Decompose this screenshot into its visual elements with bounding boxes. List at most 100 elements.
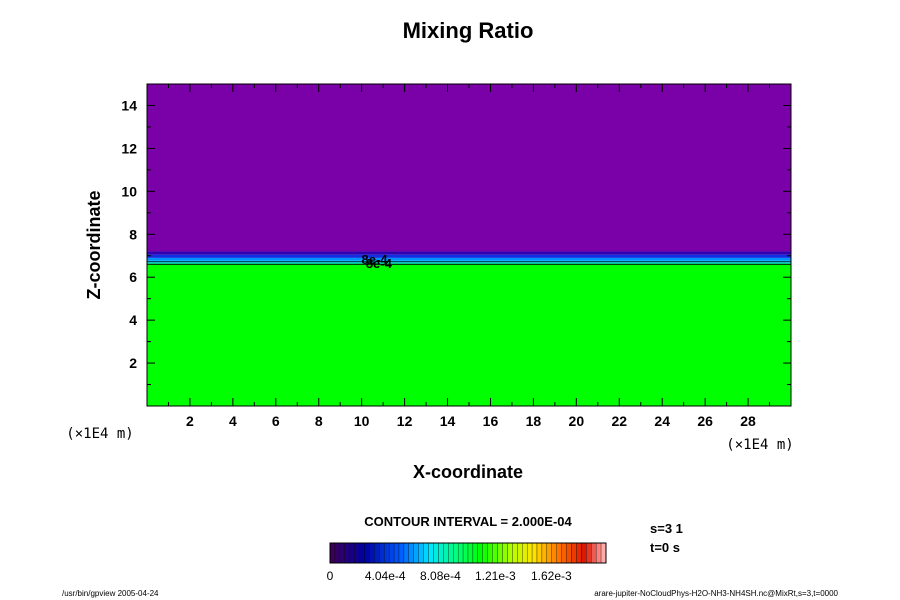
colorbar-cell (457, 542, 464, 564)
x-tick-label: 28 (740, 413, 756, 429)
contour-interval: CONTOUR INTERVAL = 2.000E-04 (364, 514, 572, 529)
colorbar-cell (487, 542, 493, 564)
footer-left: /usr/bin/gpview 2005-04-24 (62, 589, 159, 598)
contour-lines (147, 261, 791, 265)
colorbar-cell (472, 542, 479, 564)
colorbar-cell (522, 542, 528, 564)
contour-labels: 8e-48e-4 (362, 252, 393, 271)
colorbar-cell (403, 542, 410, 564)
colorbar-cell (571, 542, 577, 564)
colorbar-cell (586, 542, 592, 564)
colorbar-cell (541, 542, 548, 564)
colorbar-cell (507, 542, 513, 564)
heatmap-band-6 (147, 84, 791, 252)
x-tick-label: 14 (440, 413, 456, 429)
colorbar-cell (408, 542, 414, 564)
x-tick-label: 10 (354, 413, 370, 429)
colorbar-frame (329, 542, 607, 564)
colorbar-cell (388, 542, 395, 564)
colorbar-cell (379, 542, 385, 564)
colorbar-cell (369, 542, 375, 564)
y-tick-label: 4 (129, 312, 137, 328)
chart-title: Mixing Ratio (403, 18, 534, 43)
info-step: s=3 1 (650, 521, 683, 536)
colorbar-ticks: 0 4.04e-4 8.08e-4 1.21e-3 1.62e-3 (327, 569, 572, 583)
colorbar-cell (546, 542, 552, 564)
heatmap-band-4 (147, 254, 791, 258)
x-tick-label: 26 (697, 413, 713, 429)
contour-label-0: 8e-4 (362, 252, 389, 267)
colorbar-cell (433, 542, 439, 564)
heatmap-bands (147, 84, 791, 406)
x-tick-label: 16 (483, 413, 499, 429)
y-tick-label: 12 (121, 140, 137, 156)
colorbar-cell (595, 542, 602, 564)
colorbar-cell (398, 542, 405, 564)
colorbar-cell (393, 542, 400, 564)
colorbar-tick-label: 4.04e-4 (365, 569, 406, 583)
x-tick-label: 18 (526, 413, 542, 429)
x-tick-label: 24 (654, 413, 670, 429)
colorbar-cell (448, 542, 454, 564)
x-tick-label: 4 (229, 413, 237, 429)
x-axis-ticks: 2 4 6 8 10 12 14 16 18 20 22 24 26 28 (167, 84, 771, 429)
colorbar-cell (566, 542, 572, 564)
heatmap-band-5 (147, 251, 791, 255)
colorbar-cell (349, 542, 355, 564)
heatmap-band-3 (147, 257, 791, 261)
y-tick-label: 10 (121, 183, 137, 199)
colorbar-tick-label: 0 (327, 569, 334, 583)
colorbar-cell (354, 542, 360, 564)
colorbar-cell (438, 542, 444, 564)
colorbar-cell (359, 542, 365, 564)
colorbar-tick-label: 1.62e-3 (531, 569, 572, 583)
y-axis-unit: (×1E4 m) (66, 426, 133, 442)
colorbar-cell (418, 542, 424, 564)
colorbar-cell (497, 542, 503, 564)
x-tick-label: 22 (611, 413, 627, 429)
colorbar-cell (551, 542, 557, 564)
colorbar-cell (477, 542, 483, 564)
colorbar-cell (492, 542, 498, 564)
info-time: t=0 s (650, 540, 680, 555)
y-tick-label: 2 (129, 355, 137, 371)
y-tick-label: 6 (129, 269, 137, 285)
x-axis-label: X-coordinate (413, 462, 523, 482)
colorbar-cell (384, 542, 390, 564)
colorbar-cell (428, 542, 434, 564)
heatmap-band-0 (147, 264, 791, 406)
colorbar-tick-label: 1.21e-3 (475, 569, 516, 583)
x-tick-label: 8 (315, 413, 323, 429)
colorbar-cell (413, 542, 419, 564)
x-tick-label: 20 (569, 413, 585, 429)
colorbar-tick-label: 8.08e-4 (420, 569, 461, 583)
y-tick-label: 8 (129, 226, 137, 242)
x-tick-label: 2 (186, 413, 194, 429)
contour-label-1: 8e-4 (366, 256, 393, 271)
colorbar-cell (453, 542, 459, 564)
colorbar-cell (581, 542, 587, 564)
colorbar-cell (344, 542, 350, 564)
heatmap-band-1 (147, 262, 791, 265)
x-tick-label: 12 (397, 413, 413, 429)
colorbar-cell (531, 542, 538, 564)
colorbar-cell (526, 542, 533, 564)
colorbar-cell (364, 542, 370, 564)
colorbar-cell (443, 542, 449, 564)
colorbar-cell (329, 542, 336, 564)
x-axis-unit: (×1E4 m) (726, 437, 793, 453)
colorbar-cell (591, 542, 597, 564)
colorbar-cell (576, 542, 582, 564)
colorbar-cell (374, 542, 380, 564)
colorbar-cell (536, 542, 543, 564)
colorbar-cell (423, 542, 429, 564)
colorbar-cell (482, 542, 488, 564)
y-axis-label: Z-coordinate (84, 190, 104, 299)
colorbar-cell (556, 542, 562, 564)
y-axis-ticks: 2 4 6 8 10 12 14 (121, 97, 791, 386)
colorbar-cell (517, 542, 523, 564)
x-tick-label: 6 (272, 413, 280, 429)
y-tick-label: 14 (121, 97, 137, 113)
colorbar-cell (462, 542, 469, 564)
